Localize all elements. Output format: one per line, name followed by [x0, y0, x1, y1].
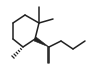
Polygon shape: [34, 37, 49, 47]
